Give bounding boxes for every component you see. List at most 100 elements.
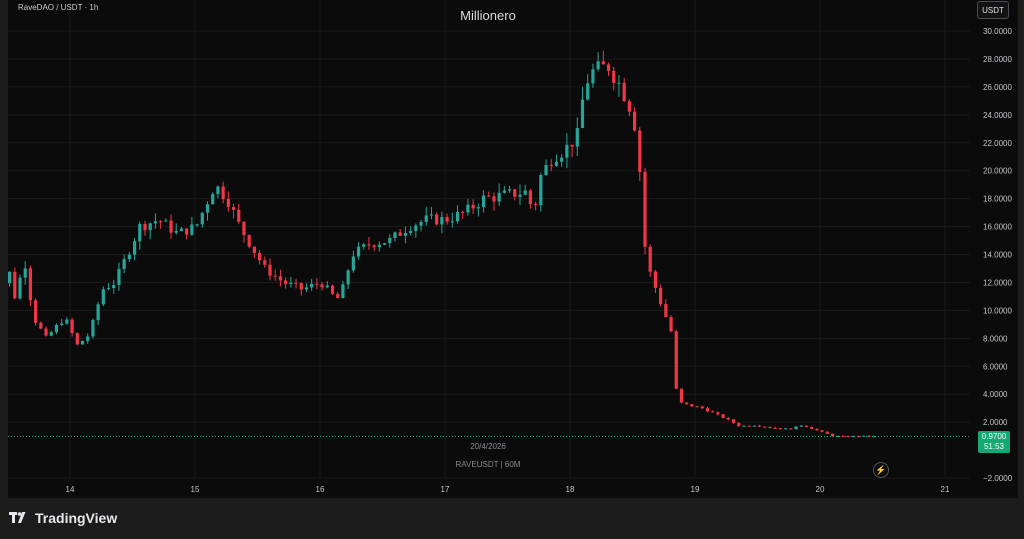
candle-down[interactable] xyxy=(643,171,647,247)
candle-up[interactable] xyxy=(560,157,564,162)
candle-down[interactable] xyxy=(830,433,835,437)
candle-up[interactable] xyxy=(205,204,210,213)
candle-down[interactable] xyxy=(789,428,793,430)
candle-down[interactable] xyxy=(810,426,814,429)
candle-down[interactable] xyxy=(815,428,819,431)
candle-up[interactable] xyxy=(8,271,12,284)
candle-down[interactable] xyxy=(685,402,689,405)
candle-down[interactable] xyxy=(330,285,335,294)
candle-down[interactable] xyxy=(247,235,251,247)
candle-down[interactable] xyxy=(221,186,225,199)
candle-down[interactable] xyxy=(778,428,783,430)
candle-down[interactable] xyxy=(648,246,652,272)
candle-up[interactable] xyxy=(356,246,361,257)
candle-down[interactable] xyxy=(169,220,173,233)
candle-up[interactable] xyxy=(304,287,309,290)
candle-down[interactable] xyxy=(721,414,725,418)
candle-up[interactable] xyxy=(518,194,522,197)
candle-down[interactable] xyxy=(711,411,715,413)
chart-panel[interactable]: 30.0000 28.0000 26.0000 24.0000 22.0000 20.00… xyxy=(8,0,1018,498)
candle-up[interactable] xyxy=(195,224,199,226)
candle-down[interactable] xyxy=(336,293,340,299)
candle-down[interactable] xyxy=(372,245,376,248)
candle-up[interactable] xyxy=(497,192,501,202)
candle-down[interactable] xyxy=(632,111,637,131)
candle-up[interactable] xyxy=(742,425,746,427)
candle-up[interactable] xyxy=(60,323,64,325)
candle-down[interactable] xyxy=(34,300,38,323)
candle-down[interactable] xyxy=(28,268,33,301)
candle-down[interactable] xyxy=(487,195,491,197)
candle-up[interactable] xyxy=(351,256,355,271)
candle-down[interactable] xyxy=(320,284,324,288)
candle-down[interactable] xyxy=(252,246,256,253)
candle-up[interactable] xyxy=(101,289,105,305)
candle-down[interactable] xyxy=(867,435,871,437)
candle-up[interactable] xyxy=(455,211,460,222)
symbol-pair-label[interactable]: RaveDAO / USDT · 1h xyxy=(18,3,99,12)
candle-up[interactable] xyxy=(539,174,543,206)
candle-down[interactable] xyxy=(846,436,850,438)
candle-up[interactable] xyxy=(377,244,381,248)
candle-down[interactable] xyxy=(461,211,465,213)
candle-up[interactable] xyxy=(346,270,350,285)
candle-up[interactable] xyxy=(96,304,100,321)
candle-down[interactable] xyxy=(726,417,730,420)
candle-up[interactable] xyxy=(862,435,866,437)
candle-down[interactable] xyxy=(695,406,699,408)
candle-up[interactable] xyxy=(429,214,434,216)
candle-down[interactable] xyxy=(143,223,147,231)
candle-down[interactable] xyxy=(242,221,246,236)
candle-down[interactable] xyxy=(185,228,189,235)
candle-down[interactable] xyxy=(820,430,824,432)
candle-down[interactable] xyxy=(638,130,642,172)
candle-up[interactable] xyxy=(179,228,184,232)
candle-up[interactable] xyxy=(403,233,408,236)
candle-up[interactable] xyxy=(164,220,168,222)
candle-down[interactable] xyxy=(653,271,658,288)
candle-down[interactable] xyxy=(13,271,17,299)
candle-up[interactable] xyxy=(596,61,600,70)
candle-down[interactable] xyxy=(492,196,496,202)
candle-up[interactable] xyxy=(523,190,527,195)
candle-down[interactable] xyxy=(278,276,283,281)
tradingview-logo[interactable]: TradingView xyxy=(9,510,117,526)
candle-up[interactable] xyxy=(211,194,215,205)
candle-up[interactable] xyxy=(419,221,423,226)
candle-up[interactable] xyxy=(289,282,293,284)
candle-up[interactable] xyxy=(440,216,444,225)
candle-down[interactable] xyxy=(75,333,79,345)
candle-up[interactable] xyxy=(851,436,855,438)
candle-down[interactable] xyxy=(315,283,319,285)
candle-up[interactable] xyxy=(414,225,418,232)
candle-up[interactable] xyxy=(382,243,387,245)
candle-up[interactable] xyxy=(752,425,756,427)
candle-up[interactable] xyxy=(216,186,220,195)
candle-up[interactable] xyxy=(586,83,590,100)
candle-up[interactable] xyxy=(794,426,798,430)
candle-down[interactable] xyxy=(294,282,298,284)
candle-down[interactable] xyxy=(528,190,533,204)
candle-up[interactable] xyxy=(127,254,131,260)
candle-up[interactable] xyxy=(54,324,59,333)
candle-down[interactable] xyxy=(273,275,277,277)
candle-down[interactable] xyxy=(856,436,861,438)
candle-up[interactable] xyxy=(200,212,204,225)
candle-up[interactable] xyxy=(388,238,392,244)
candle-down[interactable] xyxy=(674,331,678,389)
candle-up[interactable] xyxy=(872,436,876,438)
candle-down[interactable] xyxy=(664,304,668,318)
candle-up[interactable] xyxy=(341,284,345,299)
candle-up[interactable] xyxy=(153,221,158,224)
candle-up[interactable] xyxy=(86,336,90,341)
candle-up[interactable] xyxy=(784,428,788,430)
candle-up[interactable] xyxy=(591,69,595,84)
candle-down[interactable] xyxy=(612,70,616,83)
candle-up[interactable] xyxy=(502,190,506,193)
candle-up[interactable] xyxy=(117,268,121,285)
candle-up[interactable] xyxy=(799,425,803,427)
candle-down[interactable] xyxy=(549,164,553,166)
candle-up[interactable] xyxy=(565,144,569,158)
candle-down[interactable] xyxy=(804,425,809,427)
candle-down[interactable] xyxy=(44,328,48,336)
